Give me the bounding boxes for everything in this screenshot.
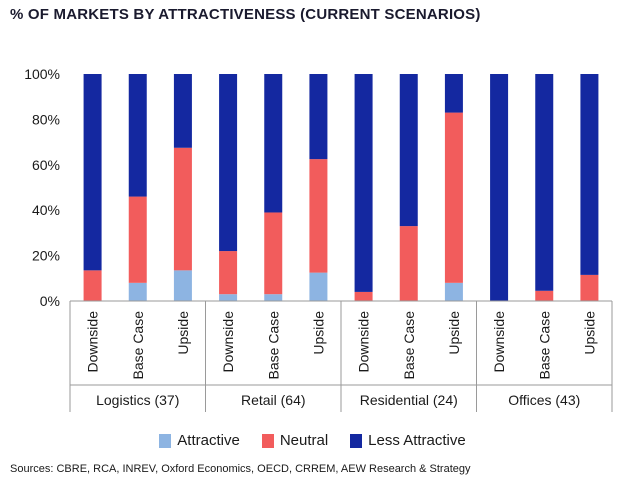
x-category-label: Upside [310, 311, 326, 355]
bar-segment-attractive [309, 272, 328, 301]
x-group-label: Logistics (37) [96, 392, 179, 408]
legend-swatch-less-attractive [350, 433, 363, 448]
x-category-label: Base Case [536, 311, 552, 380]
y-tick-label: 60% [32, 157, 60, 173]
y-tick-label: 100% [24, 66, 60, 82]
y-tick-label: 40% [32, 202, 60, 218]
bar-segment-less-attractive [354, 74, 373, 292]
x-axis: Downside Base Case Upside Downside Base Case… [69, 300, 613, 412]
bar-segment-attractive [219, 294, 238, 301]
x-group-label: Residential (24) [360, 392, 458, 408]
bar-segment-less-attractive [580, 74, 599, 275]
bar-segment-less-attractive [128, 74, 147, 197]
x-category-label: Downside [85, 311, 101, 373]
x-group-label: Offices (43) [508, 392, 580, 408]
bar-segment-neutral [83, 270, 102, 301]
legend-item-neutral: Neutral [261, 432, 329, 449]
legend-label-attractive: Attractive [177, 432, 240, 449]
bar-segment-less-attractive [399, 74, 418, 227]
x-category-label: Base Case [401, 311, 417, 380]
y-tick-label: 20% [32, 248, 60, 264]
bar-segment-attractive [173, 270, 192, 301]
bar-segment-neutral [309, 159, 328, 273]
bar-segment-less-attractive [219, 74, 238, 252]
y-tick-label: 0% [40, 293, 60, 309]
y-axis: 0% 20% 40% 60% 80% 100% [24, 66, 60, 309]
bar-segment-neutral [354, 291, 373, 301]
bar-segment-attractive [128, 282, 147, 301]
bar-segment-neutral [399, 226, 418, 301]
y-tick-label: 80% [32, 111, 60, 127]
bar-segment-less-attractive [173, 74, 192, 148]
bar-segment-less-attractive [83, 74, 102, 271]
legend-swatch-attractive [159, 433, 172, 448]
x-group-label: Retail (64) [241, 392, 306, 408]
bar-segment-less-attractive [490, 74, 509, 301]
legend-label-neutral: Neutral [279, 432, 329, 449]
x-category-label: Upside [446, 311, 462, 355]
legend-item-less-attractive: Less Attractive [350, 432, 466, 449]
bar-segment-neutral [264, 212, 283, 295]
bar-segment-less-attractive [309, 74, 328, 160]
x-category-label: Base Case [265, 311, 281, 380]
bar-segment-attractive [444, 282, 463, 301]
bar-segment-less-attractive [264, 74, 283, 213]
x-category-label: Upside [581, 311, 597, 355]
legend: Attractive Neutral Less Attractive [0, 432, 625, 449]
legend-swatch-neutral [261, 433, 274, 448]
x-category-label: Upside [175, 311, 191, 355]
bar-segment-less-attractive [535, 74, 554, 291]
bars [83, 74, 599, 301]
bar-segment-neutral [535, 290, 554, 301]
bar-segment-attractive [264, 294, 283, 301]
bar-segment-neutral [173, 147, 192, 271]
bar-segment-neutral [444, 112, 463, 283]
bar-segment-neutral [128, 196, 147, 283]
bar-segment-less-attractive [444, 74, 463, 113]
bar-segment-neutral [219, 251, 238, 295]
chart-title: % OF MARKETS BY ATTRACTIVENESS (CURRENT … [10, 6, 481, 23]
x-category-label: Downside [491, 311, 507, 373]
legend-label-less-attractive: Less Attractive [368, 432, 466, 449]
bar-segment-neutral [580, 274, 599, 301]
x-category-label: Base Case [130, 311, 146, 380]
legend-item-attractive: Attractive [159, 432, 240, 449]
x-category-label: Downside [356, 311, 372, 373]
x-category-label: Downside [220, 311, 236, 373]
source-note: Sources: CBRE, RCA, INREV, Oxford Econom… [10, 463, 471, 475]
